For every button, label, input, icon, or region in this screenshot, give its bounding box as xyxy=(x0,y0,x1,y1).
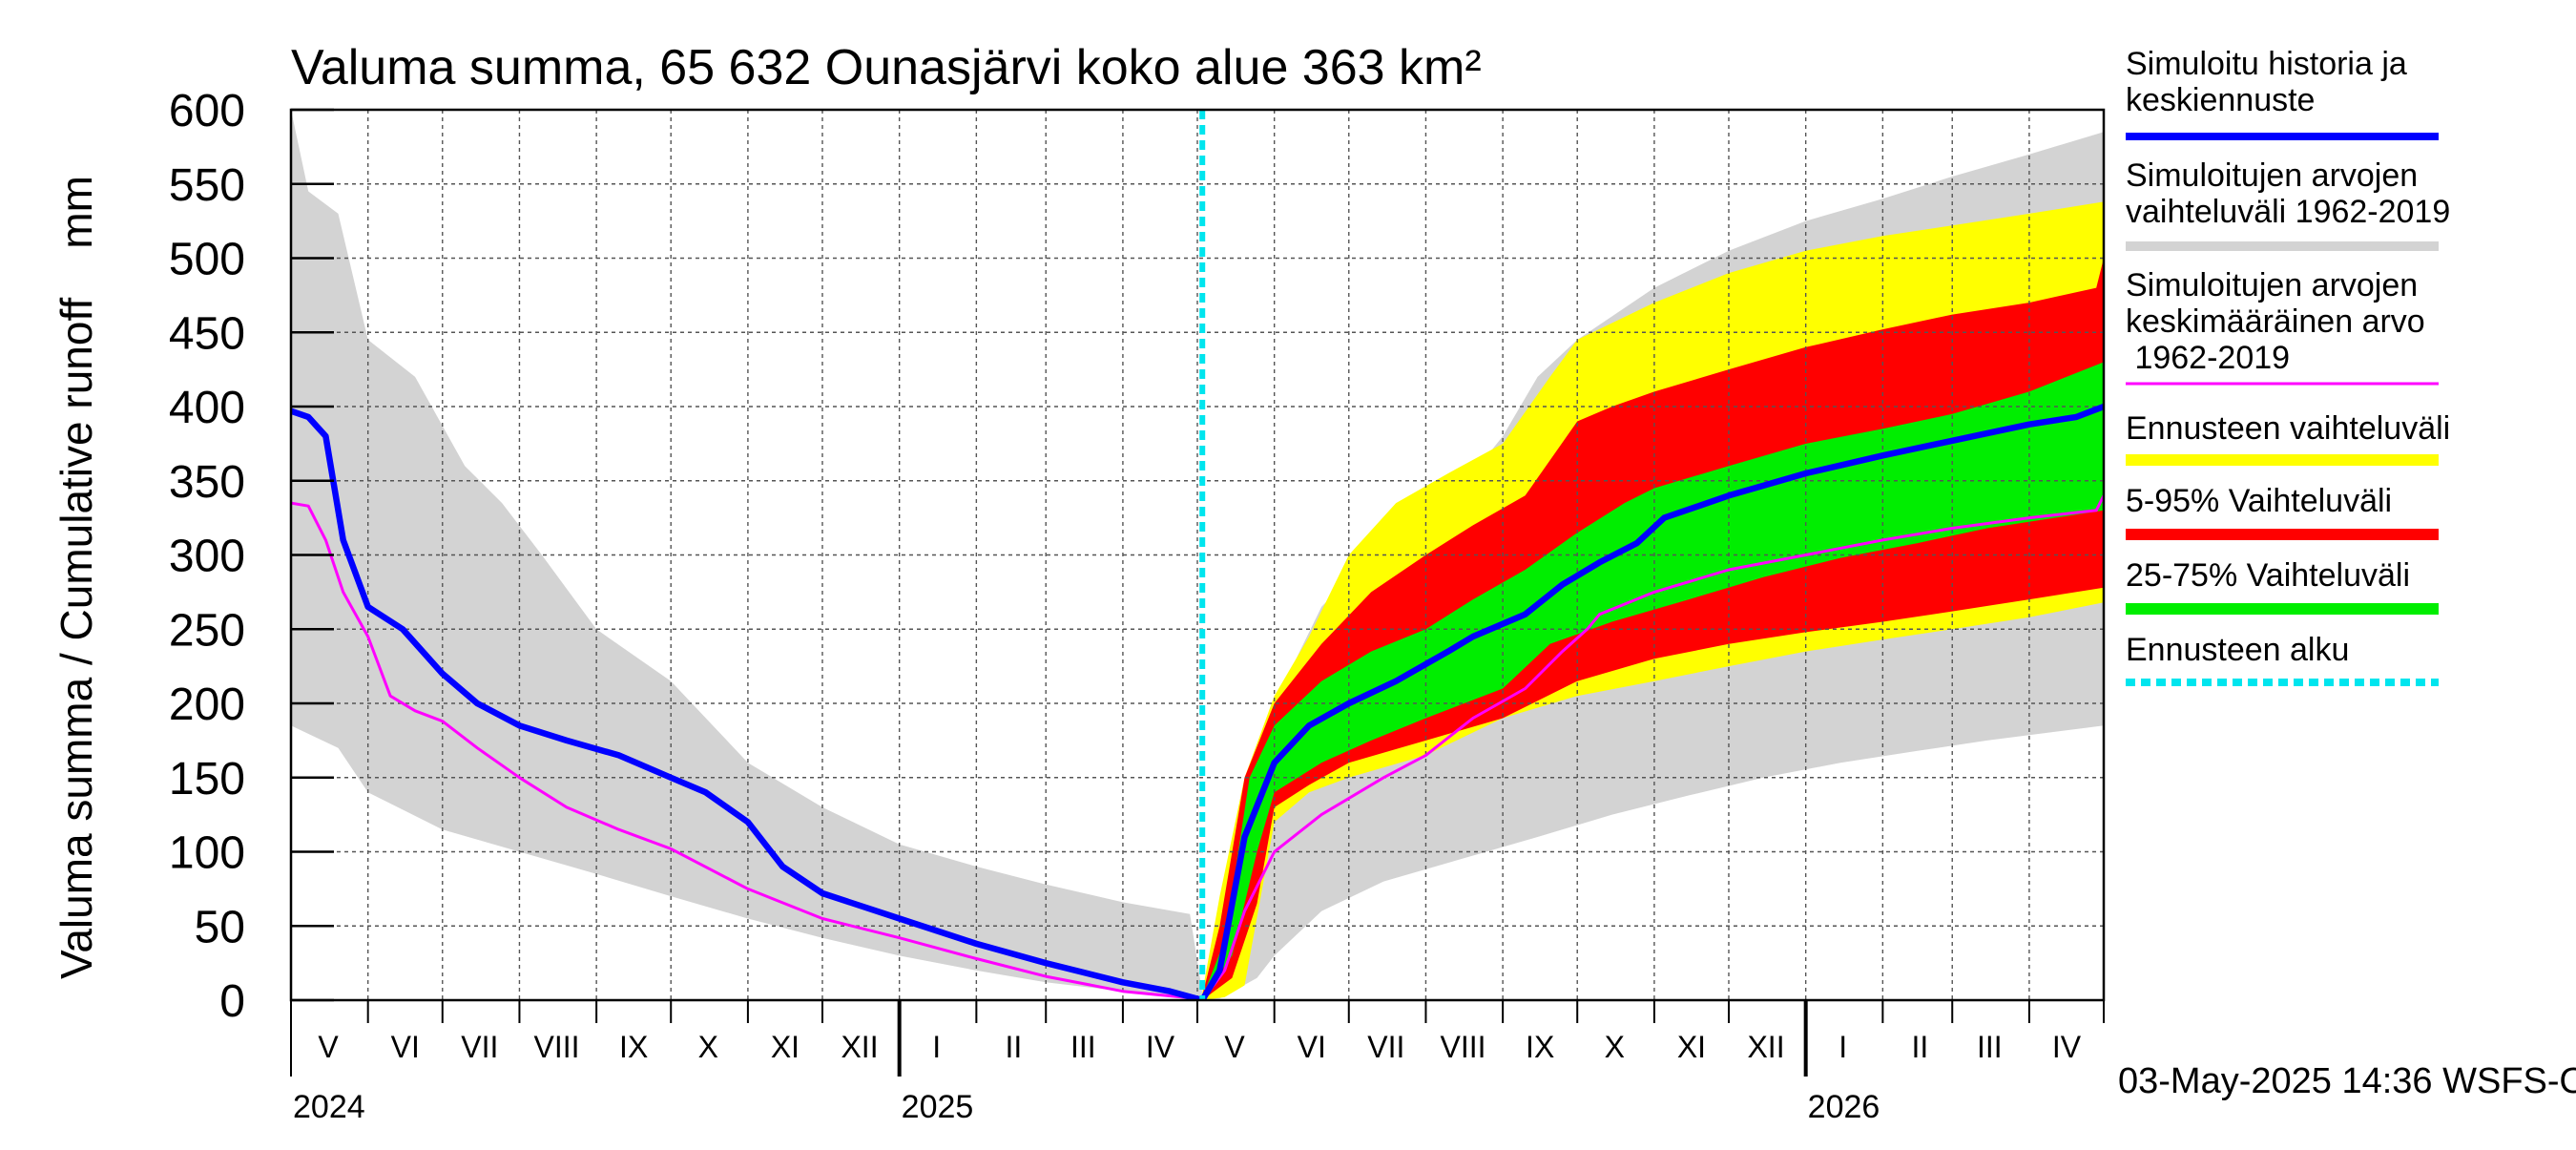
y-tick-label: 400 xyxy=(169,383,245,433)
month-label: IX xyxy=(1526,1030,1554,1064)
month-label: III xyxy=(1977,1030,2003,1064)
legend-item: Simuloitu historia ja keskiennuste xyxy=(2126,46,2439,140)
year-label: 2025 xyxy=(902,1089,974,1125)
y-tick-label: 100 xyxy=(169,828,245,879)
legend-label-line: 25-75% Vaihteluväli xyxy=(2126,557,2410,594)
plot-area xyxy=(291,110,2104,1000)
legend-label-line: Ennusteen vaihteluväli xyxy=(2126,410,2450,447)
legend-label-line: Simuloitujen arvojen xyxy=(2126,267,2418,303)
legend-label-line: 5-95% Vaihteluväli xyxy=(2126,483,2392,519)
month-label: XI xyxy=(1677,1030,1706,1064)
y-tick-label: 50 xyxy=(195,902,245,952)
legend-label: Ennusteen vaihteluväli xyxy=(2126,410,2450,447)
legend-label-line: vaihteluväli 1962-2019 xyxy=(2126,194,2450,230)
month-label: IX xyxy=(619,1030,648,1064)
month-label: V xyxy=(1224,1030,1245,1064)
y-tick-label: 300 xyxy=(169,532,245,582)
month-label: I xyxy=(932,1030,941,1064)
y-tick-label: 350 xyxy=(169,457,245,508)
y-tick-label: 0 xyxy=(219,976,245,1027)
y-tick-label: 250 xyxy=(169,605,245,656)
month-label: IV xyxy=(2052,1030,2082,1064)
y-tick-label: 200 xyxy=(169,680,245,730)
month-label: XII xyxy=(1747,1030,1784,1064)
month-label: III xyxy=(1070,1030,1096,1064)
month-label: VII xyxy=(461,1030,498,1064)
legend-item: Simuloitujen arvojen keskimääräinen arvo … xyxy=(2126,267,2439,386)
month-label: VIII xyxy=(1440,1030,1485,1064)
legend-item: 25-75% Vaihteluväli xyxy=(2126,557,2439,615)
legend-label-line: Ennusteen alku xyxy=(2126,632,2349,668)
legend-label-line: Simuloitujen arvojen xyxy=(2126,157,2418,194)
legend-label: 25-75% Vaihteluväli xyxy=(2126,557,2410,594)
legend-label-line: keskimääräinen arvo xyxy=(2126,303,2425,340)
y-tick-label: 600 xyxy=(169,86,245,136)
mean-forecast-line xyxy=(291,403,2104,1000)
month-label: X xyxy=(1605,1030,1625,1064)
legend-label-line: keskiennuste xyxy=(2126,82,2315,118)
chart-title: Valuma summa, 65 632 Ounasjärvi koko alu… xyxy=(291,40,1482,95)
legend-item: Ennusteen alku xyxy=(2126,632,2439,686)
legend: Simuloitu historia ja keskiennusteSimuloi… xyxy=(2126,46,2450,686)
month-label: I xyxy=(1839,1030,1847,1064)
y-tick-label: 550 xyxy=(169,160,245,211)
month-label: VI xyxy=(1298,1030,1326,1064)
legend-item: Ennusteen vaihteluväli xyxy=(2126,410,2450,466)
month-label: VIII xyxy=(533,1030,579,1064)
legend-label-line: 1962-2019 xyxy=(2126,340,2290,376)
month-label: XII xyxy=(841,1030,878,1064)
month-label: IV xyxy=(1146,1030,1175,1064)
y-tick-label: 500 xyxy=(169,235,245,285)
legend-label: Simuloitujen arvojen vaihteluväli 1962-20… xyxy=(2126,157,2450,230)
y-tick-label: 150 xyxy=(169,754,245,805)
year-label: 2026 xyxy=(1808,1089,1880,1125)
month-label: II xyxy=(1006,1030,1023,1064)
month-label: VI xyxy=(391,1030,420,1064)
legend-label: Simuloitujen arvojen keskimääräinen arvo … xyxy=(2126,267,2425,376)
legend-label-line: Simuloitu historia ja xyxy=(2126,46,2407,82)
legend-label: Ennusteen alku xyxy=(2126,632,2349,668)
legend-item: 5-95% Vaihteluväli xyxy=(2126,483,2439,540)
month-label: II xyxy=(1912,1030,1929,1064)
month-label: XI xyxy=(771,1030,800,1064)
month-label: VII xyxy=(1367,1030,1404,1064)
month-label: V xyxy=(318,1030,339,1064)
month-label: X xyxy=(698,1030,718,1064)
grid-lines xyxy=(291,110,2104,1000)
legend-item: Simuloitujen arvojen vaihteluväli 1962-20… xyxy=(2126,157,2450,251)
legend-label: Simuloitu historia ja keskiennuste xyxy=(2126,46,2407,118)
band-00ee00 xyxy=(1202,362,2104,999)
y-tick-label: 450 xyxy=(169,308,245,359)
y-axis-label: Valuma summa / Cumulative runoff mm xyxy=(52,176,101,979)
year-label: 2024 xyxy=(293,1089,365,1125)
legend-label: 5-95% Vaihteluväli xyxy=(2126,483,2392,519)
timestamp-footer: 03-May-2025 14:36 WSFS-O xyxy=(2118,1061,2576,1101)
